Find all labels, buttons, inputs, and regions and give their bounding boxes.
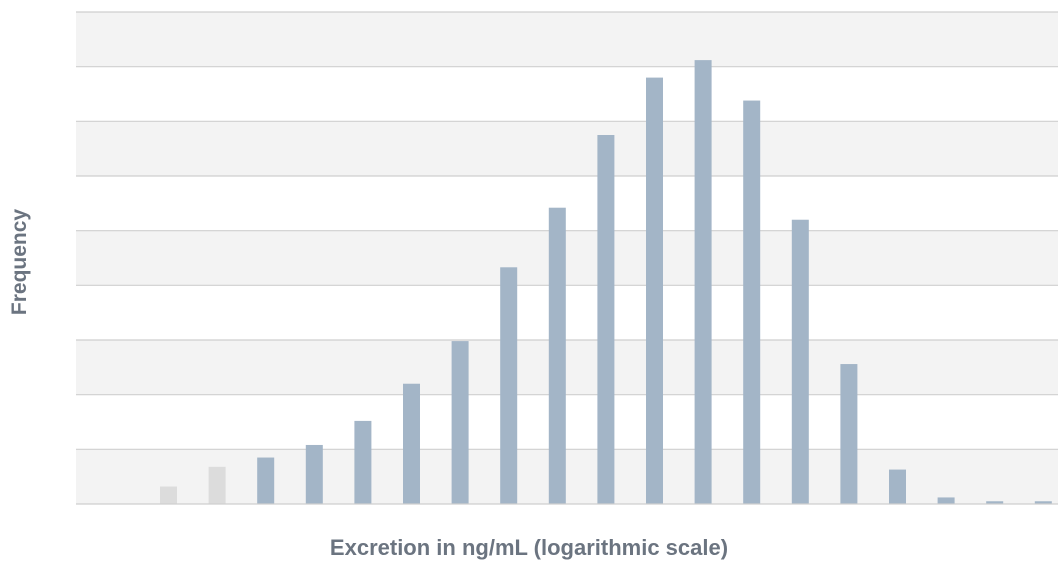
histogram-bar: [451, 341, 469, 504]
histogram-bar: [840, 364, 858, 504]
grid-bands: [76, 12, 1058, 504]
grid-band: [76, 230, 1058, 286]
histogram-bar: [694, 60, 712, 505]
histogram-bar: [597, 135, 615, 504]
grid-band: [76, 340, 1058, 395]
grid-band: [76, 12, 1058, 67]
histogram-bar: [354, 420, 372, 504]
histogram-bar: [646, 77, 663, 504]
y-axis-label: Frequency: [8, 208, 31, 316]
histogram-bar: [1034, 501, 1052, 504]
histogram-bar: [986, 501, 1004, 504]
grid-band: [76, 285, 1058, 340]
x-axis-label: Excretion in ng/mL (logarithmic scale): [329, 535, 729, 560]
histogram-bar: [208, 466, 226, 504]
grid-band: [76, 66, 1058, 122]
gridlines: [76, 11, 1058, 450]
histogram-bar: [791, 219, 809, 504]
histogram-bar: [305, 444, 323, 504]
y-axis-label-container: Frequency: [0, 0, 40, 567]
histogram-bar: [403, 383, 420, 504]
histogram-bar: [500, 267, 518, 504]
histogram-bar: [548, 207, 566, 504]
histogram-bar: [160, 486, 177, 504]
histogram-bar: [937, 497, 955, 504]
histogram-bar: [889, 469, 906, 504]
histogram-bar: [743, 100, 761, 504]
grid-band: [76, 121, 1058, 176]
histogram-bar: [257, 457, 275, 504]
grid-band: [76, 176, 1058, 231]
grid-band: [76, 394, 1058, 450]
bar-series: [160, 60, 1052, 505]
